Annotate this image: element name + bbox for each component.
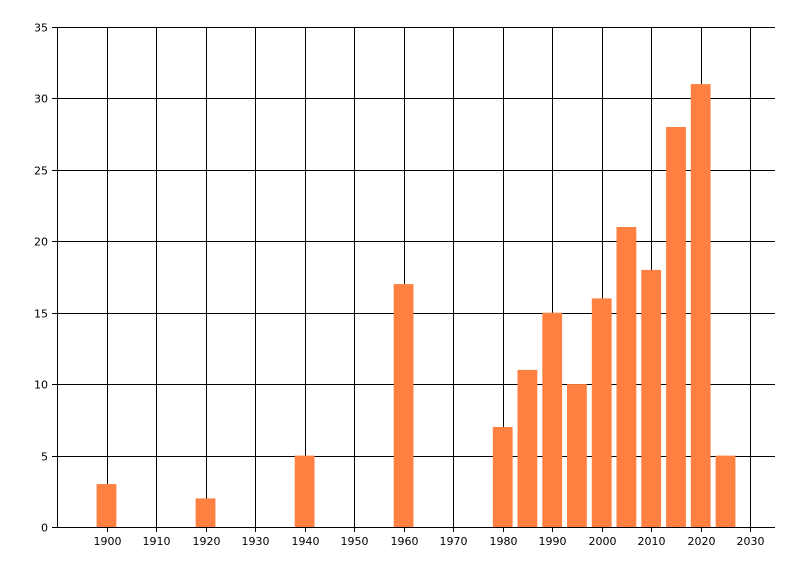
bar-1960 [393, 284, 414, 527]
y-tick-label: 35 [34, 22, 48, 35]
bar-1990 [542, 312, 563, 527]
x-tick-label: 2030 [737, 535, 765, 548]
x-tick-label: 1970 [440, 535, 468, 548]
bar-1985 [517, 369, 538, 527]
bar-1980 [492, 427, 513, 527]
y-tick-label: 15 [34, 308, 48, 321]
bar-2005 [616, 227, 637, 527]
bars [96, 84, 736, 527]
x-axis-ticks: 1900 1910 1920 1930 1940 1950 1960 1970 1980 1990… [94, 527, 765, 548]
bar-1900 [96, 484, 117, 527]
y-tick-label: 25 [34, 165, 48, 178]
y-axis-ticks: 0 5 10 15 20 25 30 35 [34, 22, 57, 535]
bar-2015 [666, 127, 686, 527]
y-tick-label: 30 [34, 93, 48, 106]
bar-1920 [195, 498, 216, 527]
axes [57, 27, 775, 528]
x-tick-label: 2020 [688, 535, 716, 548]
x-tick-label: 1980 [490, 535, 518, 548]
x-tick-label: 1950 [341, 535, 369, 548]
bar-2020 [690, 84, 711, 527]
bar-1995 [567, 384, 587, 527]
x-tick-label: 1940 [292, 535, 320, 548]
bar-1940 [294, 455, 315, 527]
x-tick-label: 1930 [242, 535, 270, 548]
x-tick-label: 2000 [589, 535, 617, 548]
x-tick-label: 1960 [391, 535, 419, 548]
bar-2000 [591, 298, 612, 527]
x-tick-label: 1990 [539, 535, 567, 548]
y-tick-label: 20 [34, 236, 48, 249]
y-tick-label: 5 [41, 451, 48, 464]
x-tick-label: 1920 [193, 535, 221, 548]
bar-2025 [715, 455, 736, 527]
y-tick-label: 10 [34, 379, 48, 392]
bar-2010 [641, 269, 662, 527]
x-tick-label: 1900 [94, 535, 122, 548]
x-tick-label: 1910 [143, 535, 171, 548]
y-tick-label: 0 [41, 522, 48, 535]
x-tick-label: 2010 [638, 535, 666, 548]
